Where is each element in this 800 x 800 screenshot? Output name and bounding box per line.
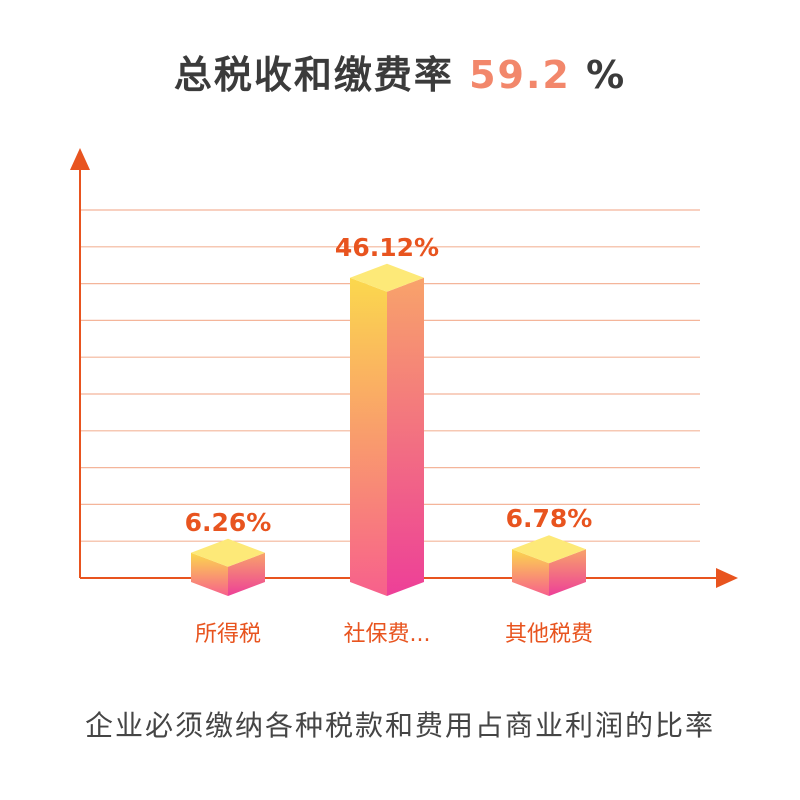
- bars: [191, 263, 586, 596]
- labels: 6.26% 所得税 46.12% 社保费... 6.78% 其他税费: [185, 233, 593, 647]
- bar: [512, 535, 586, 596]
- category-label: 其他税费: [505, 622, 593, 647]
- bar: [191, 538, 265, 596]
- total-rate-value: 59.2: [469, 53, 571, 97]
- bar-top-face: [191, 538, 265, 567]
- bar-side-face: [549, 549, 586, 596]
- bar-front-face: [191, 552, 228, 596]
- bar-front-face: [350, 277, 387, 596]
- bar-side-face: [228, 552, 265, 596]
- bar-side-face: [387, 277, 424, 596]
- total-rate-unit: %: [586, 53, 627, 97]
- bar-top-face: [350, 263, 424, 292]
- bar-top-face: [512, 535, 586, 564]
- chart-caption: 企业必须缴纳各种税款和费用占商业利润的比率: [84, 709, 715, 742]
- bar-front-face: [512, 549, 549, 596]
- data-label: 46.12%: [335, 233, 439, 262]
- bar: [350, 263, 424, 596]
- data-label: 6.78%: [506, 504, 593, 533]
- chart-title: 总税收和缴费率 59.2 %: [0, 44, 800, 99]
- category-label: 社保费...: [344, 622, 431, 647]
- data-label: 6.26%: [185, 508, 272, 537]
- title-text: 总税收和缴费率: [173, 53, 454, 97]
- category-label: 所得税: [195, 622, 261, 647]
- y-axis-arrow: [70, 148, 90, 170]
- x-axis-arrow: [716, 568, 738, 588]
